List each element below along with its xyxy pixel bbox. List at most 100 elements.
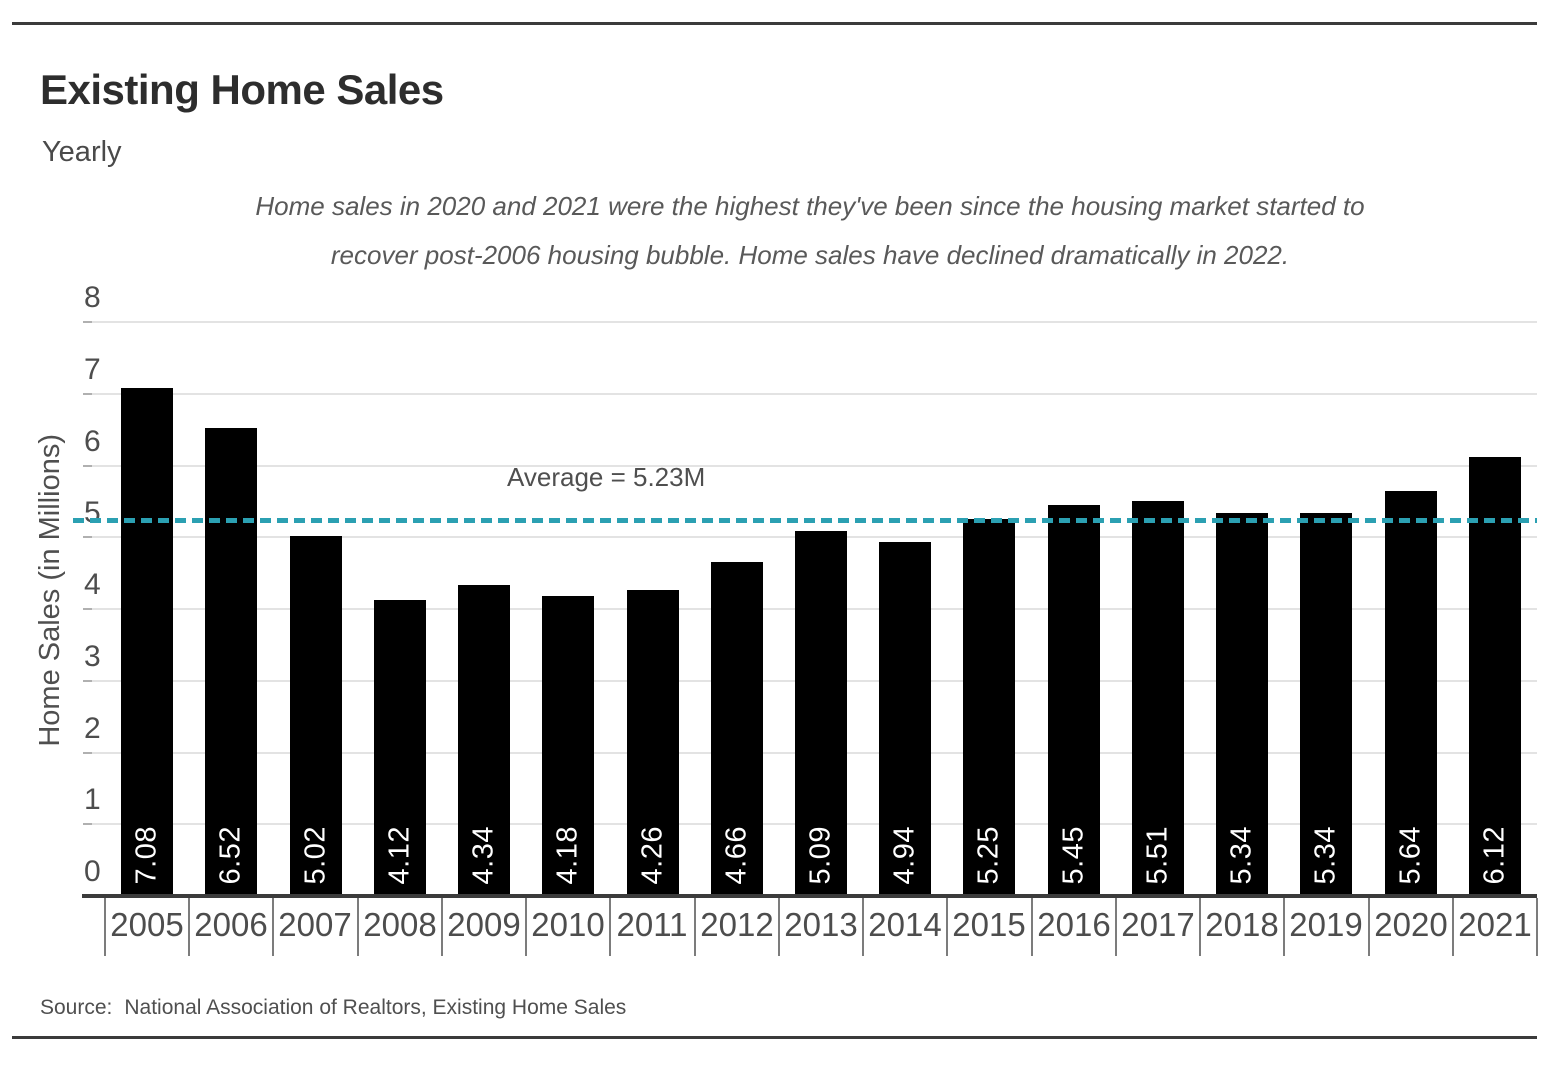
x-axis-year-label: 2018: [1205, 906, 1279, 943]
bar-2017: 5.51: [1132, 501, 1184, 894]
bar-2012: 4.66: [711, 562, 763, 894]
y-axis-tick: [83, 464, 92, 467]
y-axis-tick-label: 6: [84, 424, 101, 458]
x-axis-divider: [946, 898, 948, 956]
x-axis-year-label: 2015: [952, 906, 1026, 943]
x-axis-year-label: 2007: [278, 906, 352, 943]
bottom-rule: [12, 1036, 1537, 1039]
bar-value-label: 4.26: [636, 825, 669, 884]
bar-value-label: 6.52: [214, 825, 247, 884]
bar-value-label: 4.66: [720, 825, 753, 884]
y-axis-tick-label: 3: [84, 639, 101, 673]
bar-value-label: 4.34: [467, 825, 500, 884]
x-axis-year-label: 2019: [1289, 906, 1363, 943]
average-line-label: Average = 5.23M: [507, 462, 706, 492]
bar-2013: 5.09: [795, 531, 847, 894]
gridline-y-8: [83, 321, 1537, 323]
bar-value-label: 5.34: [1225, 825, 1258, 884]
bar-value-label: 5.02: [299, 825, 332, 884]
x-axis-divider: [694, 898, 696, 956]
x-axis-divider: [441, 898, 443, 956]
bar-2010: 4.18: [542, 596, 594, 894]
x-axis-divider: [1452, 898, 1454, 956]
page-title: Existing Home Sales: [40, 66, 444, 113]
y-axis-tick-label: 0: [84, 855, 101, 888]
y-axis-title: Home Sales (in Millions): [33, 433, 66, 747]
x-axis-divider: [188, 898, 190, 956]
y-axis-tick: [83, 751, 92, 754]
bar-2007: 5.02: [290, 536, 342, 894]
source-label: Source:: [40, 996, 113, 1019]
x-axis-divider: [1283, 898, 1285, 956]
x-axis-divider: [525, 898, 527, 956]
bar-2016: 5.45: [1048, 505, 1100, 894]
annotation-line-1: Home sales in 2020 and 2021 were the hig…: [255, 191, 1365, 221]
gridline-y-7: [83, 392, 1537, 395]
source-line: Source: National Association of Realtors,…: [40, 996, 626, 1020]
x-axis-year-label: 2020: [1374, 906, 1448, 943]
bar-value-label: 5.45: [1057, 825, 1090, 884]
x-axis-year-label: 2005: [110, 906, 184, 943]
bar-value-label: 4.94: [888, 825, 921, 884]
bar-2014: 4.94: [879, 542, 931, 894]
y-axis-tick-label: 1: [84, 783, 101, 817]
bar-value-label: 5.34: [1309, 825, 1342, 884]
bar-2015: 5.25: [963, 519, 1015, 894]
y-axis-tick-label: 2: [84, 711, 101, 745]
y-axis-tick-label: 4: [84, 568, 101, 601]
y-axis-tick-label: 8: [84, 281, 101, 314]
x-axis-divider: [272, 898, 274, 956]
bar-value-label: 4.12: [383, 825, 416, 884]
x-axis-divider: [1115, 898, 1117, 956]
top-rule: [12, 22, 1537, 25]
bar-value-label: 5.64: [1394, 825, 1427, 884]
bar-2011: 4.26: [627, 590, 679, 894]
x-axis-divider: [862, 898, 864, 956]
average-line: [73, 518, 1537, 523]
bar-2018: 5.34: [1216, 513, 1268, 894]
x-axis-year-label: 2017: [1121, 906, 1195, 943]
x-axis-year-label: 2021: [1458, 906, 1532, 943]
bar-2006: 6.52: [205, 428, 257, 894]
x-axis-divider: [104, 898, 106, 956]
bar-value-label: 4.18: [551, 825, 584, 884]
bar-2005: 7.08: [121, 388, 173, 894]
source-text: National Association of Realtors, Existi…: [124, 996, 627, 1019]
bar-2020: 5.64: [1385, 491, 1437, 894]
y-axis-tick: [83, 536, 92, 539]
bar-value-label: 6.12: [1478, 825, 1511, 884]
x-axis-year-label: 2006: [194, 906, 268, 943]
x-axis-baseline: [82, 894, 1537, 898]
annotation-line-2: recover post-2006 housing bubble. Home s…: [330, 240, 1290, 270]
x-axis-year-label: 2009: [447, 906, 521, 943]
y-axis-tick: [83, 823, 92, 826]
bar-2021: 6.12: [1469, 457, 1521, 894]
y-axis-tick-label: 5: [84, 496, 101, 530]
bar-2009: 4.34: [458, 585, 510, 894]
x-axis-year-label: 2013: [784, 906, 858, 943]
x-axis-divider: [1368, 898, 1370, 956]
y-axis-tick: [83, 608, 92, 610]
x-axis-divider: [1031, 898, 1033, 956]
x-axis-divider: [609, 898, 611, 956]
y-axis-tick-label: 7: [84, 352, 101, 386]
x-axis-divider: [778, 898, 780, 956]
x-axis-year-label: 2010: [531, 906, 605, 943]
chart-annotation: Home sales in 2020 and 2021 were the hig…: [85, 182, 1535, 280]
x-axis-divider: [1536, 898, 1538, 956]
x-axis-year-label: 2014: [868, 906, 942, 943]
x-axis-divider: [357, 898, 359, 956]
y-axis-tick: [83, 679, 92, 682]
y-axis-tick: [83, 392, 92, 395]
x-axis-year-label: 2011: [616, 906, 688, 943]
bar-value-label: 5.25: [972, 825, 1005, 884]
x-axis-divider: [1199, 898, 1201, 956]
bar-value-label: 5.51: [1141, 825, 1174, 884]
bar-value-label: 5.09: [804, 825, 837, 884]
bar-2008: 4.12: [374, 600, 426, 894]
x-axis-year-label: 2008: [363, 906, 437, 943]
x-axis-year-label: 2016: [1037, 906, 1111, 943]
y-axis-tick: [83, 321, 92, 323]
bar-2019: 5.34: [1300, 513, 1352, 894]
